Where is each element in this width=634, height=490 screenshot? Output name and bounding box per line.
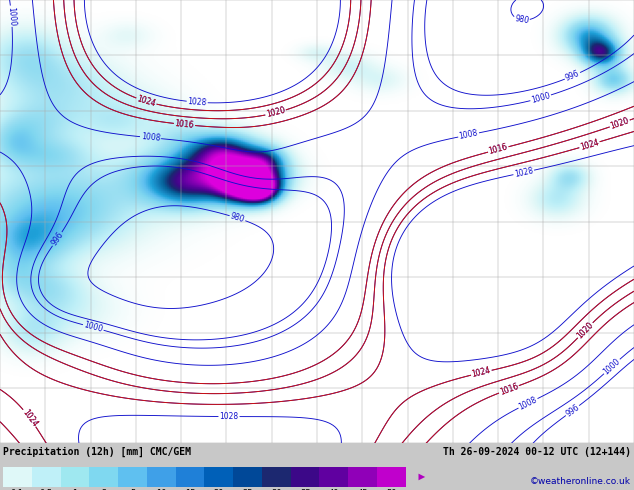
FancyBboxPatch shape <box>89 466 118 487</box>
Text: 5: 5 <box>130 489 135 490</box>
FancyBboxPatch shape <box>262 466 291 487</box>
FancyBboxPatch shape <box>348 466 377 487</box>
Text: 1000: 1000 <box>530 91 551 105</box>
Text: 1020: 1020 <box>609 116 630 131</box>
FancyBboxPatch shape <box>3 466 32 487</box>
Text: 2: 2 <box>101 489 107 490</box>
FancyBboxPatch shape <box>147 466 176 487</box>
Text: 996: 996 <box>564 69 581 83</box>
Text: 1020: 1020 <box>575 320 595 340</box>
Text: 15: 15 <box>185 489 195 490</box>
Text: ©weatheronline.co.uk: ©weatheronline.co.uk <box>530 477 631 486</box>
Text: 30: 30 <box>271 489 281 490</box>
Text: 25: 25 <box>242 489 253 490</box>
Text: 1024: 1024 <box>579 138 600 152</box>
Text: 40: 40 <box>328 489 339 490</box>
Text: 1008: 1008 <box>141 132 160 143</box>
FancyBboxPatch shape <box>204 466 233 487</box>
FancyBboxPatch shape <box>32 466 61 487</box>
Text: 996: 996 <box>49 230 65 247</box>
Text: 980: 980 <box>230 212 246 224</box>
Text: 1020: 1020 <box>609 116 630 131</box>
Text: 20: 20 <box>214 489 224 490</box>
FancyBboxPatch shape <box>176 466 204 487</box>
FancyBboxPatch shape <box>291 466 320 487</box>
Text: 1016: 1016 <box>498 382 519 397</box>
Text: 1000: 1000 <box>83 320 104 334</box>
Text: 1024: 1024 <box>471 366 492 379</box>
Text: 1028: 1028 <box>219 412 238 421</box>
Text: 1028: 1028 <box>187 97 207 107</box>
Text: 1024: 1024 <box>579 138 600 152</box>
Text: 1008: 1008 <box>517 395 539 412</box>
Text: 1000: 1000 <box>6 6 16 26</box>
Text: 1008: 1008 <box>458 128 479 141</box>
Text: Precipitation (12h) [mm] CMC/GEM: Precipitation (12h) [mm] CMC/GEM <box>3 447 191 458</box>
Text: 980: 980 <box>514 14 529 25</box>
Text: 1024: 1024 <box>471 366 492 379</box>
FancyBboxPatch shape <box>233 466 262 487</box>
FancyBboxPatch shape <box>118 466 147 487</box>
Text: 1016: 1016 <box>488 143 508 156</box>
Text: 1016: 1016 <box>174 119 195 130</box>
Text: 0.5: 0.5 <box>40 489 53 490</box>
Text: 0.1: 0.1 <box>11 489 24 490</box>
Text: 1020: 1020 <box>265 106 286 120</box>
FancyBboxPatch shape <box>320 466 348 487</box>
Text: 1016: 1016 <box>498 382 519 397</box>
Text: 996: 996 <box>564 403 581 418</box>
FancyBboxPatch shape <box>61 466 89 487</box>
Text: Th 26-09-2024 00-12 UTC (12+144): Th 26-09-2024 00-12 UTC (12+144) <box>443 447 631 457</box>
Text: 1: 1 <box>72 489 78 490</box>
Text: 35: 35 <box>300 489 311 490</box>
Text: 1024: 1024 <box>136 94 157 108</box>
Text: 1020: 1020 <box>575 320 595 340</box>
Text: 45: 45 <box>358 489 368 490</box>
Text: 1020: 1020 <box>265 106 286 120</box>
Text: 10: 10 <box>156 489 167 490</box>
Text: 1024: 1024 <box>136 94 157 108</box>
Text: 1016: 1016 <box>488 143 508 156</box>
Text: 1024: 1024 <box>20 408 39 428</box>
Text: 1024: 1024 <box>20 408 39 428</box>
Text: 1016: 1016 <box>174 119 195 130</box>
FancyBboxPatch shape <box>377 466 406 487</box>
Text: 1000: 1000 <box>602 357 622 376</box>
Text: 50: 50 <box>386 489 397 490</box>
Text: 1028: 1028 <box>514 166 534 179</box>
